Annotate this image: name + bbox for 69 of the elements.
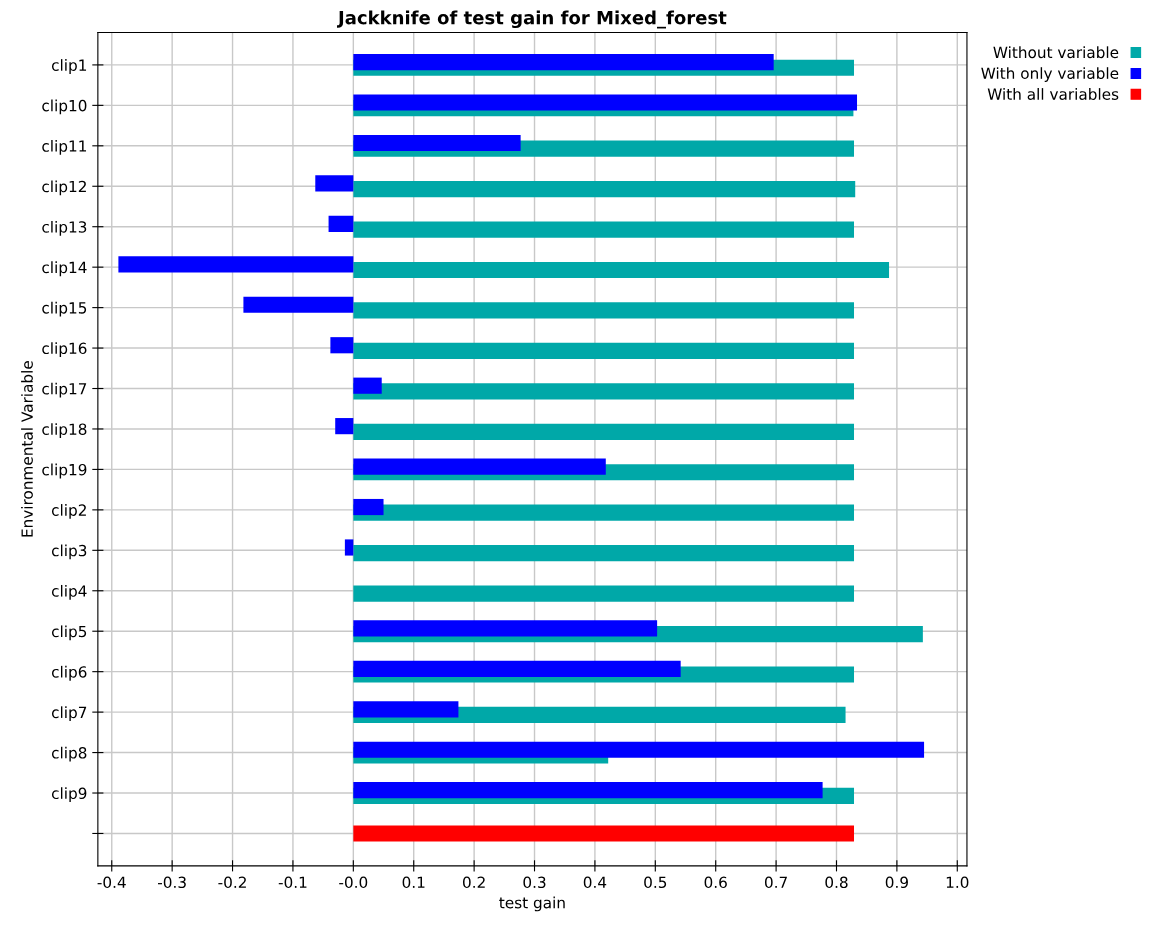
y-tick-label: clip14 [42, 261, 87, 277]
y-tick-label: clip17 [42, 382, 87, 398]
bar [353, 782, 823, 799]
x-tick-label: -0.0 [339, 876, 368, 889]
bar [353, 261, 890, 279]
bar [353, 660, 681, 677]
x-tick-label: 0.4 [583, 876, 607, 889]
bar [353, 377, 382, 394]
bar [353, 53, 774, 71]
bar [353, 342, 855, 359]
x-tick-label: 0.3 [523, 876, 546, 889]
bar [243, 296, 354, 313]
x-tick-label: 0.6 [704, 876, 727, 889]
bar [353, 498, 384, 516]
x-tick-label: -0.1 [278, 876, 307, 889]
x-tick-label: -0.2 [218, 876, 246, 889]
bar [353, 302, 855, 319]
bar [353, 134, 521, 152]
y-tick-label: clip4 [51, 584, 87, 600]
bar [330, 337, 354, 354]
x-tick-label: 0.5 [644, 876, 667, 889]
y-tick-label: clip2 [51, 504, 86, 519]
chart-title: Jackknife of test gain for Mixed_forest [336, 10, 727, 29]
bar [353, 585, 855, 602]
x-tick-label: -0.3 [157, 876, 186, 889]
bar [353, 181, 856, 198]
y-tick-label: clip9 [51, 787, 87, 802]
y-tick-label: clip6 [51, 665, 87, 681]
x-tick-label: 0.8 [825, 876, 848, 889]
x-tick-label: 1.0 [946, 876, 969, 889]
x-tick-label: 0.7 [764, 876, 787, 889]
legend-label: Without variable [993, 46, 1119, 59]
bar [353, 94, 858, 111]
y-axis-title: Environmental Variable [21, 361, 33, 537]
legend-label: With only variable [981, 67, 1119, 82]
bar [328, 215, 354, 232]
x-tick-label: -0.4 [97, 876, 126, 889]
x-tick-label: 0.1 [402, 876, 425, 889]
bar [335, 418, 354, 435]
y-tick-label: clip8 [51, 746, 87, 762]
bar [344, 539, 354, 556]
y-tick-label: clip18 [42, 423, 87, 438]
bar [353, 383, 855, 400]
y-tick-label: clip19 [42, 463, 87, 479]
y-tick-label: clip16 [42, 342, 87, 358]
y-tick-label: clip5 [51, 625, 87, 641]
bar [353, 701, 459, 718]
x-tick-label: 0.9 [885, 876, 908, 889]
bar [353, 620, 658, 637]
y-tick-label: clip10 [42, 99, 87, 115]
bar [353, 741, 925, 758]
y-tick-label: clip13 [42, 220, 87, 236]
bar [353, 545, 855, 562]
y-tick-label: clip3 [51, 544, 87, 560]
y-tick-label: clip11 [42, 140, 87, 155]
legend-label: With all variables [987, 88, 1119, 100]
bar [353, 423, 855, 440]
bar [353, 458, 606, 475]
bar [353, 825, 855, 842]
y-tick-label: clip7 [51, 706, 87, 722]
bar [353, 221, 855, 238]
y-tick-label: clip15 [42, 301, 87, 317]
bar [315, 175, 354, 192]
x-tick-label: 0.2 [462, 876, 485, 889]
bar [118, 256, 354, 273]
x-axis-title: test gain [499, 896, 565, 912]
y-tick-label: clip1 [51, 59, 87, 74]
y-tick-label: clip12 [42, 180, 86, 196]
bar [353, 504, 855, 521]
